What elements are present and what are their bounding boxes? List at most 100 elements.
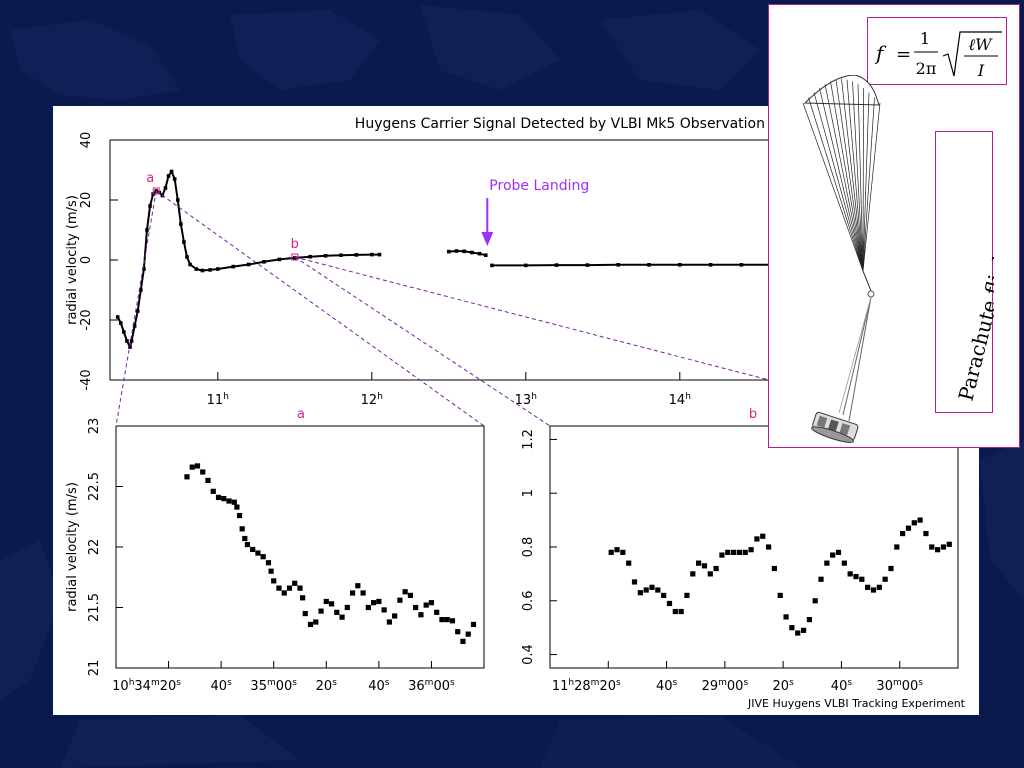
formula-numerator: 1 bbox=[920, 29, 930, 48]
zoom-data-point bbox=[231, 499, 237, 505]
main-data-segment bbox=[464, 250, 473, 254]
zoom-data-point bbox=[631, 579, 638, 585]
zoom-data-point bbox=[184, 474, 190, 480]
zoom-y-tick-label: 1 bbox=[521, 489, 536, 497]
main-y-axis-label: radial velocity (m/s) bbox=[65, 195, 80, 325]
zoom-data-point bbox=[800, 627, 807, 633]
zoom-data-point bbox=[806, 617, 812, 623]
huygens-probe-icon bbox=[811, 411, 859, 443]
main-data-segment bbox=[173, 178, 179, 201]
caption-graphic: Parachute flight dynamics bbox=[954, 141, 1024, 404]
main-data-point bbox=[154, 189, 158, 193]
zoom-data-point bbox=[360, 590, 366, 596]
main-data-segment bbox=[279, 256, 295, 261]
zoom-data-point bbox=[465, 631, 471, 637]
canopy-dome bbox=[803, 75, 880, 106]
zoom-data-point bbox=[661, 592, 667, 598]
zoom-data-point bbox=[292, 580, 298, 586]
zoom-data-point bbox=[194, 463, 201, 469]
zoom-data-point bbox=[423, 602, 429, 608]
main-data-segment bbox=[164, 175, 170, 189]
zoom-connector bbox=[155, 190, 485, 427]
zoom-data-point bbox=[339, 614, 345, 620]
zoom-y-tick-label: 22.5 bbox=[87, 472, 102, 501]
zoom-x-tick-label: 30m00s bbox=[876, 678, 923, 694]
zoom-data-point bbox=[929, 544, 935, 550]
zoom-data-point bbox=[731, 549, 737, 555]
zoom-data-point bbox=[923, 530, 929, 537]
pendulum-frequency-formula: f = 1 2π ℓW I bbox=[867, 17, 1007, 85]
zoom-data-point bbox=[847, 571, 853, 577]
zoom-data-point bbox=[870, 587, 877, 593]
parachute-canopy bbox=[802, 75, 881, 292]
marker-a-label: a bbox=[146, 171, 154, 186]
main-data-segment bbox=[186, 256, 192, 265]
parachute-caption-box: Parachute flight dynamics bbox=[935, 131, 1024, 413]
zoom-data-point bbox=[234, 504, 240, 510]
zoom-data-point bbox=[226, 498, 232, 504]
zoom-data-point bbox=[795, 630, 801, 636]
main-data-segment bbox=[122, 331, 128, 342]
zoom-data-point bbox=[407, 592, 413, 598]
zoom-data-point bbox=[397, 597, 403, 603]
canopy-suspension-line bbox=[824, 84, 864, 272]
zoom-x-tick-label: 20s bbox=[316, 678, 338, 694]
main-data-segment bbox=[119, 322, 125, 333]
zoom-data-point bbox=[859, 576, 865, 582]
zoom-data-point bbox=[242, 535, 248, 542]
zoom-data-point bbox=[672, 608, 678, 615]
zoom-data-point bbox=[684, 592, 690, 598]
main-chart: Huygens Carrier Signal Detected by VLBI … bbox=[65, 116, 836, 422]
canopy-suspension-line bbox=[852, 81, 864, 272]
zoom-data-point bbox=[824, 560, 830, 566]
canopy-suspension-line bbox=[846, 79, 864, 272]
zoom-data-point bbox=[413, 604, 419, 611]
zoom-chart-a: 23 22.5 22 21.5 21 10h34m20s 40s 35m00s 20s 40s 36… bbox=[65, 418, 485, 694]
main-y-tick-label: -40 bbox=[79, 369, 94, 390]
zoom-data-point bbox=[376, 598, 382, 605]
zoom-data-point bbox=[428, 600, 435, 606]
canopy-riser bbox=[862, 270, 872, 292]
zoom-data-point bbox=[835, 549, 842, 555]
zoom-a-tag: a bbox=[297, 407, 305, 422]
canopy-suspension-line bbox=[857, 84, 864, 272]
main-x-tick-label: 11h bbox=[207, 392, 229, 408]
zoom-data-point bbox=[719, 552, 725, 558]
parachute-swivel bbox=[867, 290, 875, 298]
canopy-suspension-line bbox=[830, 81, 864, 272]
zoom-data-point bbox=[392, 613, 398, 619]
canopy-suspension-line bbox=[862, 102, 881, 272]
zoom-data-point bbox=[334, 609, 340, 615]
zoom-data-point bbox=[637, 590, 643, 596]
zoom-y-tick-label: 21.5 bbox=[87, 593, 102, 622]
zoom-data-point bbox=[444, 617, 450, 623]
zoom-data-point bbox=[812, 598, 818, 604]
zoom-data-point bbox=[439, 617, 445, 623]
canopy-suspension-line bbox=[808, 97, 864, 272]
zoom-data-point bbox=[244, 541, 251, 548]
zoom-data-point bbox=[250, 546, 256, 553]
zoom-data-point bbox=[777, 592, 783, 598]
main-data-segment bbox=[136, 289, 142, 312]
zoom-data-point bbox=[725, 549, 731, 555]
probe-landing-label: Probe Landing bbox=[489, 178, 589, 194]
main-data-segment bbox=[189, 263, 197, 270]
zoom-x-tick-label: 20s bbox=[773, 678, 795, 694]
zoom-data-point bbox=[470, 621, 477, 628]
zoom-data-point bbox=[865, 584, 871, 590]
formula-eq: = bbox=[896, 44, 911, 65]
zoom-data-point bbox=[260, 554, 266, 560]
zoom-y-tick-label: 21 bbox=[87, 660, 102, 677]
zoom-data-point bbox=[742, 549, 748, 555]
zoom-connector bbox=[115, 190, 157, 427]
zoom-x-tick-label: 40s bbox=[656, 678, 678, 694]
zoom-data-point bbox=[713, 565, 719, 572]
zoom-data-point bbox=[888, 565, 894, 572]
canopy-suspension-line bbox=[862, 88, 864, 272]
zoom-data-point bbox=[882, 576, 888, 582]
canopy-suspension-line bbox=[819, 87, 864, 272]
zoom-data-point bbox=[355, 583, 361, 589]
canopy-suspension-line bbox=[862, 92, 870, 272]
zoom-data-point bbox=[265, 560, 272, 566]
